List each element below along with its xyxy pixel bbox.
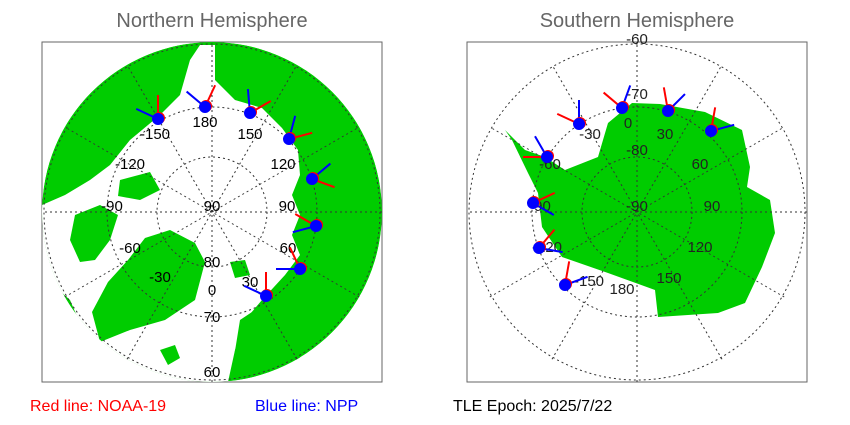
meridian-line [64, 126, 360, 298]
svalbard [230, 260, 250, 278]
grid-label: 30 [657, 126, 674, 143]
grid-label: 150 [237, 126, 262, 143]
station-marker [705, 125, 717, 137]
station-marker [533, 242, 545, 254]
legend-noaa19: Red line: NOAA-19 [30, 398, 167, 415]
station-marker [310, 220, 322, 232]
grid-label: -60 [626, 31, 648, 48]
station-marker [294, 263, 306, 275]
tle-epoch: TLE Epoch: 2025/7/22 [453, 398, 613, 415]
meridian-line [551, 64, 723, 360]
station-marker [662, 105, 674, 117]
grid-label: -80 [626, 142, 648, 159]
grid-label: 90 [704, 198, 721, 215]
grid-label: 120 [270, 156, 295, 173]
grid-label: 70 [204, 309, 221, 326]
canadian-islands [70, 205, 118, 262]
grid-label: -30 [579, 126, 601, 143]
grid-label: 180 [609, 281, 634, 298]
station-marker [541, 151, 553, 163]
meridian-line [126, 64, 298, 360]
station-marker [527, 197, 539, 209]
meridian-line [551, 64, 723, 360]
station-marker [260, 290, 272, 302]
grid-label: -30 [149, 269, 171, 286]
scandinavia [230, 300, 300, 382]
north-title: Northern Hemisphere [116, 10, 308, 32]
grid-label: 90 [204, 198, 221, 215]
grid-label: -120 [115, 156, 145, 173]
station-marker [616, 102, 628, 114]
grid-label: -150 [140, 126, 170, 143]
grid-label: 60 [204, 364, 221, 381]
iceland [160, 345, 180, 365]
station-marker [573, 118, 585, 130]
legend-npp: Blue line: NPP [255, 398, 359, 415]
grid-label: 120 [687, 239, 712, 256]
station-marker [244, 107, 256, 119]
south-map: 0306090120150180-150-120-90-60-30-60-70-… [466, 31, 808, 383]
grid-label: 150 [656, 270, 681, 287]
grid-label: 0 [208, 282, 216, 299]
grid-label: 80 [204, 254, 221, 271]
station-marker [559, 279, 571, 291]
station-marker [152, 113, 164, 125]
grid-label: -90 [101, 198, 123, 215]
grid-label: 0 [624, 115, 632, 132]
north-map: -1501801501209060300-30-60-90-1209080706… [41, 41, 383, 383]
south-title: Southern Hemisphere [539, 10, 735, 32]
grid-label: -90 [626, 198, 648, 215]
grid-label: 60 [692, 156, 709, 173]
meridian-line [489, 126, 785, 298]
grid-label: 180 [192, 114, 217, 131]
station-marker [199, 101, 211, 113]
station-marker [306, 173, 318, 185]
antarctica [505, 103, 775, 317]
meridian-line [64, 126, 360, 298]
canadian-islands [118, 172, 160, 200]
meridian-line [126, 64, 298, 360]
station-marker [283, 133, 295, 145]
grid-label: 90 [279, 198, 296, 215]
grid-label: -60 [119, 240, 141, 257]
greenland [92, 230, 205, 342]
grid-label: -150 [574, 273, 604, 290]
grid-label: -70 [626, 86, 648, 103]
